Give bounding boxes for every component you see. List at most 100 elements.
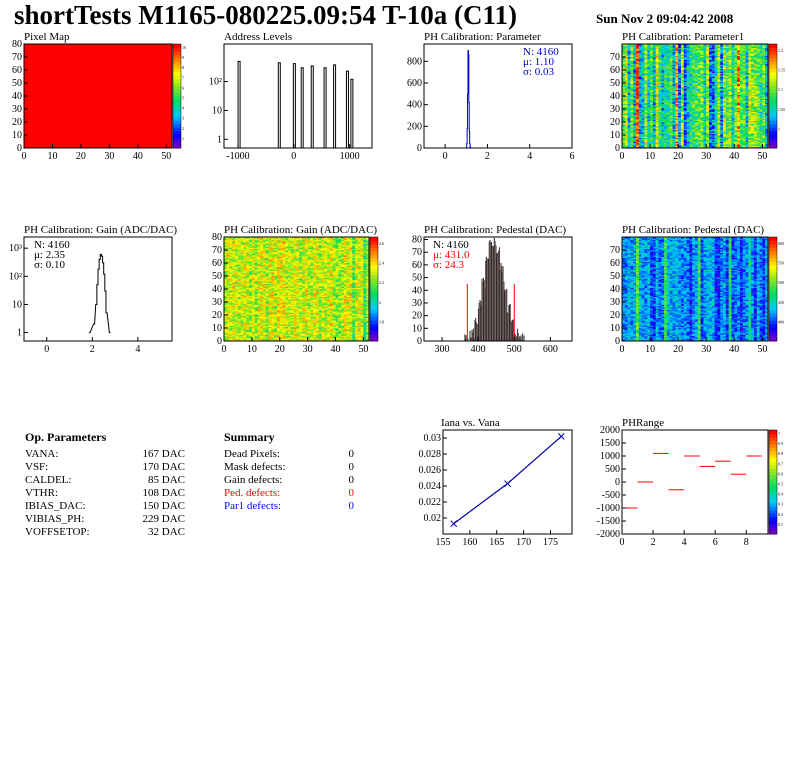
colorbar-label: 1.1	[778, 87, 783, 92]
heatmap-cell	[622, 122, 626, 124]
heatmap-cell	[630, 60, 634, 63]
row-value: 0	[348, 448, 355, 460]
heatmap-cell	[624, 116, 628, 119]
heatmap-cell	[622, 49, 626, 51]
y-tick-label: 0	[17, 143, 22, 154]
heatmap-cell	[624, 129, 628, 132]
heatmap-cell	[638, 115, 642, 118]
histogram-peak	[310, 65, 314, 149]
heatmap-cell	[633, 140, 637, 142]
heatmap-cell	[624, 138, 628, 141]
colorbar-label: 4	[182, 106, 184, 111]
x-tick-label: 30	[701, 151, 711, 162]
heatmap-cell	[627, 55, 631, 58]
heatmap-cell	[627, 132, 631, 134]
heatmap-cell	[624, 110, 628, 112]
heatmap-cell	[630, 93, 634, 95]
heatmap-cell	[633, 57, 637, 59]
heatmap-cell	[636, 103, 640, 106]
heatmap-cell	[622, 125, 626, 128]
heatmap-cell	[633, 119, 637, 121]
table-row: Gain defects: 0	[224, 474, 354, 487]
heatmap-cell	[627, 129, 631, 132]
heatmap-cell	[622, 60, 626, 63]
heatmap-cell	[627, 85, 631, 88]
colorbar-segment	[769, 123, 777, 128]
row-value: 0	[348, 500, 355, 512]
heatmap-cell	[630, 49, 634, 51]
row-value: 170 DAC	[142, 461, 185, 473]
heatmap-cell	[636, 102, 640, 105]
heatmap-cell	[622, 58, 626, 60]
colorbar-segment	[769, 99, 777, 104]
heatmap-cell	[636, 137, 640, 140]
heatmap-cell	[622, 96, 626, 98]
heatmap-cells	[24, 44, 172, 148]
heatmap-cell	[633, 114, 637, 116]
heatmap-cell	[633, 90, 637, 93]
colorbar-segment	[769, 54, 777, 59]
heatmap-cell	[633, 67, 637, 69]
heatmap-cell	[627, 111, 631, 114]
heatmap-cells	[622, 44, 769, 149]
heatmap-cell	[624, 132, 628, 134]
heatmap-cell	[630, 131, 634, 133]
x-tick-label: -1000	[226, 151, 249, 162]
heatmap-cell	[630, 107, 634, 110]
heatmap-cell	[624, 80, 628, 82]
heatmap-cell	[627, 46, 631, 49]
colorbar-segment	[769, 127, 777, 132]
colorbar-segment	[173, 54, 181, 59]
heatmap-cell	[630, 66, 634, 68]
heatmap-cell	[630, 70, 634, 72]
colorbar-label: 3	[182, 116, 184, 121]
y-tick-label: 0	[615, 143, 620, 154]
heatmap-cell	[638, 138, 642, 141]
ped-hist-stats: N: 4160 μ: 431.0 σ: 24.3	[433, 240, 469, 271]
histogram-line	[466, 50, 472, 149]
heatmap-cell	[622, 119, 626, 121]
heatmap-cell	[630, 115, 634, 118]
heatmap-cell	[622, 54, 626, 56]
y-tick-label: 10	[12, 130, 22, 141]
row-label: Dead Pixels:	[224, 448, 280, 460]
heatmap-cell	[627, 98, 631, 101]
heatmap-cell	[622, 102, 626, 105]
row-label: CALDEL:	[25, 474, 72, 486]
heatmap-cell	[622, 62, 626, 64]
ph-param-stats: N: 4160 μ: 1.10 σ: 0.03	[523, 47, 559, 78]
heatmap-cell	[636, 63, 640, 66]
colorbar-label: 1	[182, 136, 184, 141]
y-tick-label: 80	[12, 39, 22, 50]
heatmap-cell	[636, 122, 640, 124]
row-label: VANA:	[25, 448, 59, 460]
heatmap-cell	[622, 86, 626, 89]
heatmap-cell	[624, 114, 628, 116]
heatmap-cell	[636, 129, 640, 132]
heatmap-cell	[624, 99, 628, 102]
heatmap-cell	[630, 145, 634, 147]
colorbar-segment	[173, 96, 181, 100]
heatmap-cell	[633, 131, 637, 133]
heatmap-cell	[630, 137, 634, 140]
heatmap-cell	[622, 84, 626, 86]
heatmap-cell	[624, 102, 628, 105]
heatmap-cell	[627, 137, 631, 140]
colorbar-segment	[173, 120, 181, 125]
heatmap-cell	[636, 120, 640, 123]
heatmap-cell	[633, 49, 637, 51]
heatmap-cell	[636, 72, 640, 75]
row-label: VIBIAS_PH:	[25, 513, 85, 525]
heatmap-cell	[630, 81, 634, 84]
heatmap-cell	[624, 90, 628, 93]
heatmap-cell	[624, 62, 628, 64]
heatmap-cell	[624, 73, 628, 76]
row-value: 0	[348, 487, 355, 499]
colorbar-label: 9	[182, 55, 184, 60]
heatmap-cell	[630, 132, 634, 134]
heatmap-cell	[622, 101, 626, 103]
y-tick-label: 10²	[209, 77, 222, 88]
heatmap-cell	[627, 131, 631, 133]
heatmap-cell	[630, 53, 634, 55]
row-label: Mask defects:	[224, 461, 286, 473]
